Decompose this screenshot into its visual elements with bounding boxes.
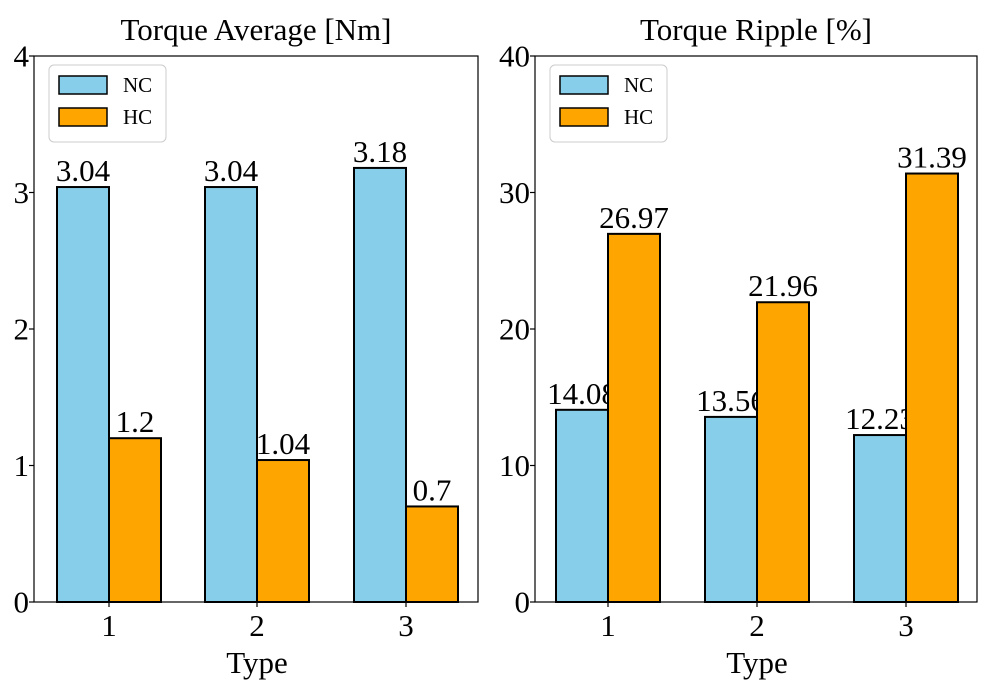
data-label: 1.2: [116, 404, 155, 439]
bar-hc-3: [905, 172, 959, 604]
bar-hc-2: [756, 301, 810, 603]
data-label: 3.04: [204, 153, 259, 188]
data-label: 12.23: [845, 401, 915, 436]
legend: NC HC: [549, 64, 668, 143]
data-label: 13.56: [696, 383, 766, 418]
data-label: 1.04: [256, 426, 311, 461]
legend-label-nc: NC: [624, 73, 653, 97]
data-label: 14.08: [547, 376, 617, 411]
chart-panel-1: Torque Average [Nm] 3.04 3.04 3.18 1.2 1.04 0.…: [14, 12, 479, 680]
bar-nc-1: [56, 186, 110, 603]
y-tick-label: 2: [14, 312, 30, 347]
bar-nc-3: [853, 434, 907, 603]
bar-hc-1: [108, 437, 162, 604]
x-tick-label: 1: [600, 608, 616, 643]
y-tick-label: 4: [14, 39, 30, 74]
data-label: 21.96: [748, 268, 818, 303]
data-label: 3.04: [56, 153, 111, 188]
x-axis-label: Type: [726, 645, 788, 680]
y-tick-label: 0: [515, 585, 531, 620]
x-tick-label: 2: [249, 608, 265, 643]
legend-swatch-nc: [58, 75, 108, 95]
y-tick-label: 0: [14, 585, 30, 620]
data-label: 26.97: [599, 200, 669, 235]
bar-hc-2: [256, 459, 310, 604]
data-label: 31.39: [897, 140, 967, 175]
legend-label-nc: NC: [123, 73, 152, 97]
chart-title: Torque Average [Nm]: [121, 12, 392, 47]
x-axis-label: Type: [226, 645, 288, 680]
legend-swatch-hc: [58, 107, 108, 127]
y-tick-label: 10: [499, 448, 530, 483]
x-tick-label: 3: [898, 608, 914, 643]
data-label: 3.18: [353, 134, 407, 169]
legend-label-hc: HC: [123, 105, 152, 129]
bar-hc-3: [405, 505, 459, 604]
y-tick-label: 40: [499, 39, 530, 74]
y-tick-label: 1: [14, 448, 30, 483]
bar-hc-1: [607, 232, 661, 603]
bar-nc-2: [204, 186, 258, 603]
legend-swatch-nc: [559, 75, 609, 95]
legend-swatch-hc: [559, 107, 609, 127]
chart-panel-2: Torque Ripple [%] 14.08 13.56 12.23 26.97 21.…: [499, 12, 978, 680]
y-tick-label: 3: [14, 175, 30, 210]
y-tick-label: 30: [499, 175, 530, 210]
data-label: 0.7: [413, 472, 452, 507]
bar-nc-3: [353, 166, 407, 603]
x-tick-label: 2: [749, 608, 765, 643]
x-tick-label: 3: [398, 608, 414, 643]
y-tick-label: 20: [499, 312, 530, 347]
legend: NC HC: [48, 64, 167, 143]
bar-nc-1: [555, 408, 609, 604]
bar-nc-2: [704, 415, 758, 603]
x-tick-label: 1: [101, 608, 117, 643]
legend-label-hc: HC: [624, 105, 653, 129]
chart-title: Torque Ripple [%]: [640, 12, 872, 47]
